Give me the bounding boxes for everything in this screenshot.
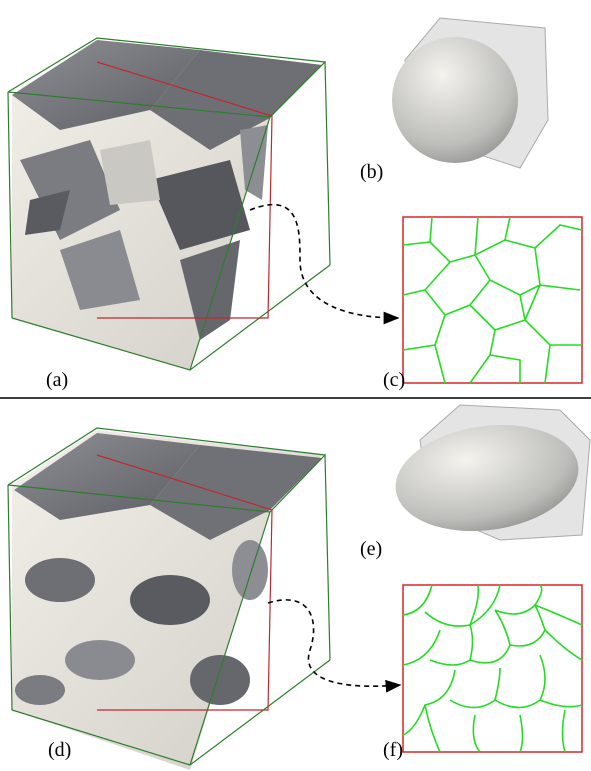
microstructure-d [12,430,322,770]
microstructure-a [12,40,322,370]
panel-label: (f) [383,739,403,761]
grain-b [392,17,549,169]
arrow [249,203,400,325]
cube-frame-d [7,427,331,766]
panel-label: (c) [383,369,405,391]
section-c [402,216,583,384]
panel-label: (a) [46,369,68,391]
panel-label: (b) [360,161,383,183]
cube-frame-a [7,37,331,371]
grain-e [395,404,591,541]
panel-label: (e) [360,538,382,560]
arrow [267,599,402,693]
panel-label: (d) [48,739,71,761]
section-f [402,584,583,753]
